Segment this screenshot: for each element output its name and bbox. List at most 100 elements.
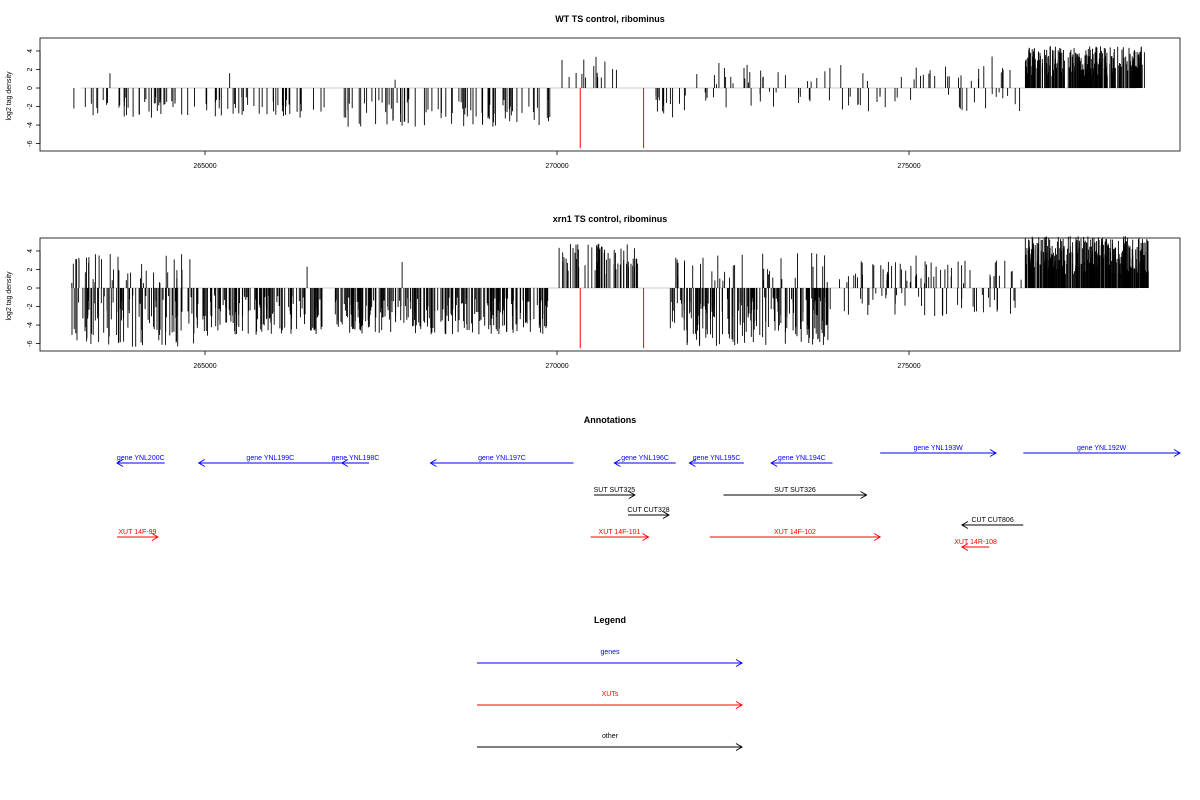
feature-arrow-head (116, 459, 124, 467)
y-tick-label: 2 (27, 67, 34, 71)
annotation-feature: XUT 14F-102 (709, 529, 882, 541)
feature-arrow-head (628, 491, 636, 499)
annotation-feature: gene YNL199C (197, 455, 342, 467)
xrn1-bars (71, 236, 1149, 347)
y-tick-label: -4 (27, 322, 34, 328)
feature-arrow-head (197, 459, 206, 467)
feature-label: gene YNL195C (693, 455, 741, 462)
annotation-feature: XUT 14F-99 (117, 529, 159, 541)
feature-arrow-head (873, 533, 882, 541)
feature-arrow-head (960, 521, 969, 529)
feature-label: gene YNL196C (621, 455, 669, 462)
legend-arrow-head (735, 743, 743, 751)
feature-label: XUT 14F-99 (118, 529, 156, 536)
xrn1-x-axis: 265000 270000 275000 (193, 351, 921, 370)
annotations-title: Annotations (584, 415, 637, 425)
y-tick-label: -2 (27, 303, 34, 309)
wt-plot-frame (39, 37, 1181, 152)
y-tick-label: -4 (27, 122, 34, 128)
annotations-panel: Annotations gene YNL200C gene YNL199C gene… (116, 415, 1181, 551)
feature-label: CUT CUT806 (971, 517, 1013, 524)
feature-arrow-head (662, 511, 670, 519)
y-tick-label: -6 (27, 340, 34, 346)
wt-x-axis: 265000 270000 275000 (193, 151, 921, 170)
wt-red-markers (579, 88, 645, 149)
feature-label: XUT 14R-108 (954, 539, 997, 546)
feature-label: XUT 14F-102 (774, 529, 816, 536)
feature-label: gene YNL198C (332, 455, 380, 462)
xrn1-panel-title: xrn1 TS control, ribominus (553, 214, 668, 224)
y-tick-label: 2 (27, 267, 34, 271)
annotation-feature: SUT SUT326 (723, 487, 868, 499)
feature-arrow-head (613, 459, 621, 467)
feature-arrow-head (960, 543, 969, 551)
annotation-feature: CUT CUT328 (627, 507, 670, 519)
annotation-feature: gene YNL193W (880, 445, 998, 457)
legend-items: genes XUTs other (477, 649, 743, 751)
feature-label: gene YNL200C (117, 455, 165, 462)
y-tick-label: 4 (27, 249, 34, 253)
annotation-feature: gene YNL195C (688, 455, 744, 467)
annotation-feature: XUT 14R-108 (954, 539, 997, 551)
feature-arrow-head (1173, 449, 1181, 457)
xrn1-y-axis: -6 -4 -2 0 2 4 (27, 249, 41, 347)
wt-tag-density-panel: WT TS control, ribominus log2 tag densit… (6, 14, 1181, 170)
feature-arrow-head (642, 533, 650, 541)
legend-item: other (477, 733, 743, 751)
xrn1-red-markers (579, 288, 645, 349)
x-tick-label: 270000 (545, 363, 568, 370)
annotation-feature: gene YNL196C (613, 455, 676, 467)
feature-label: gene YNL192W (1077, 445, 1127, 452)
feature-arrow-head (989, 449, 998, 457)
legend-label: genes (600, 649, 620, 656)
wt-bars (73, 46, 1145, 127)
legend-arrow-head (735, 701, 743, 709)
annotation-feature: gene YNL198C (332, 455, 380, 467)
feature-arrow-head (688, 459, 696, 467)
y-tick-label: 4 (27, 49, 34, 53)
feature-label: gene YNL193W (913, 445, 963, 452)
feature-label: gene YNL194C (778, 455, 826, 462)
y-tick-label: -2 (27, 103, 34, 109)
feature-label: XUT 14F-101 (599, 529, 641, 536)
feature-label: SUT SUT326 (774, 487, 816, 494)
x-tick-label: 275000 (897, 163, 920, 170)
y-tick-label: 0 (27, 286, 34, 290)
x-tick-label: 270000 (545, 163, 568, 170)
annotation-feature: gene YNL194C (770, 455, 833, 467)
feature-arrow-head (770, 459, 778, 467)
y-tick-label: -6 (27, 140, 34, 146)
feature-arrow-head (429, 459, 437, 467)
legend-label: other (602, 733, 619, 740)
legend-panel: Legend genes XUTs other (477, 615, 743, 751)
annotation-feature: CUT CUT806 (960, 517, 1024, 529)
annotation-feature: gene YNL200C (116, 455, 165, 467)
xrn1-y-axis-label: log2 tag density (6, 271, 13, 321)
feature-label: SUT SUT325 (594, 487, 636, 494)
wt-y-axis-label: log2 tag density (6, 71, 13, 121)
feature-label: CUT CUT328 (627, 507, 669, 514)
y-tick-label: 0 (27, 86, 34, 90)
feature-arrow-head (860, 491, 868, 499)
feature-arrow-head (340, 459, 349, 467)
feature-label: gene YNL199C (246, 455, 294, 462)
xrn1-tag-density-panel: xrn1 TS control, ribominus log2 tag dens… (6, 214, 1181, 370)
feature-arrow-head (151, 533, 159, 541)
legend-label: XUTs (602, 691, 619, 698)
legend-arrow-head (735, 659, 743, 667)
legend-item: genes (477, 649, 743, 667)
annotation-feature: XUT 14F-101 (590, 529, 650, 541)
x-tick-label: 275000 (897, 363, 920, 370)
x-tick-label: 265000 (193, 163, 216, 170)
annotation-feature: SUT SUT325 (594, 487, 636, 499)
legend-title: Legend (594, 615, 626, 625)
annotation-feature: gene YNL192W (1023, 445, 1181, 457)
annotation-feature: gene YNL197C (429, 455, 574, 467)
wt-y-axis: -6 -4 -2 0 2 4 (27, 49, 41, 147)
legend-item: XUTs (477, 691, 743, 709)
feature-label: gene YNL197C (478, 455, 526, 462)
annotation-features: gene YNL200C gene YNL199C gene YNL198C gene… (116, 445, 1181, 551)
wt-panel-title: WT TS control, ribominus (555, 14, 665, 24)
x-tick-label: 265000 (193, 363, 216, 370)
